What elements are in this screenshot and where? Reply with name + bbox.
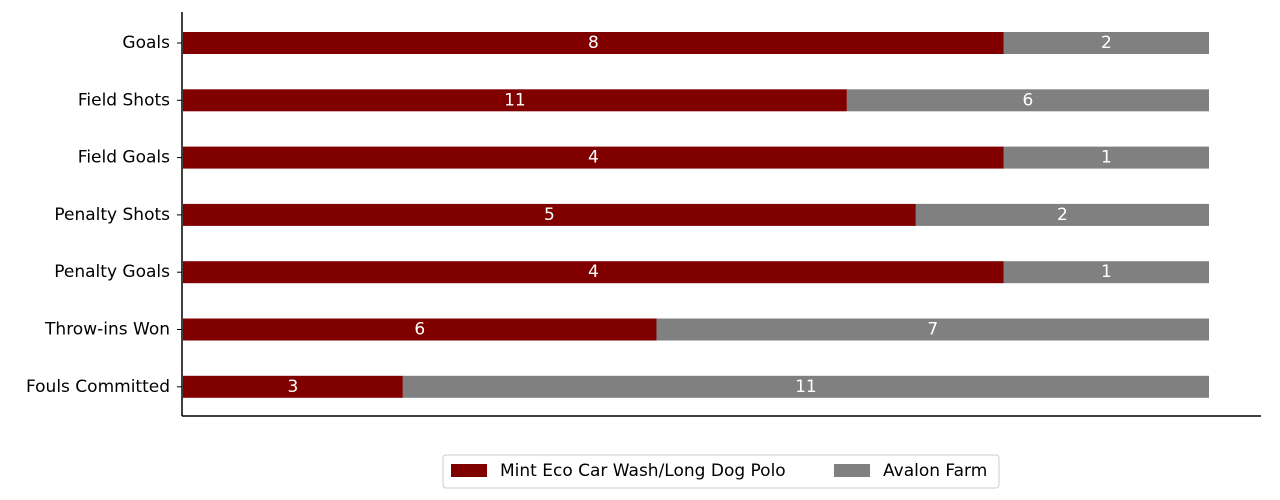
bars-layer: 8 2 11 6 4 1 5 2 4 1 6 7 3 11 — [183, 32, 1209, 398]
bar-mint-eco-car-wash-long-dog-polo-goals — [183, 32, 1004, 54]
axes — [181, 12, 1261, 417]
category-labels: Goals Field Shots Field Goals Penalty Shots… — [26, 33, 182, 397]
bar-avalon-farm-penalty-shots — [915, 203, 1209, 226]
data-label-mint-eco-car-wash-long-dog-polo-fouls-committed: 3 — [288, 377, 299, 397]
bar-mint-eco-car-wash-long-dog-polo-fouls-committed — [183, 375, 403, 398]
bar-mint-eco-car-wash-long-dog-polo-throw-ins-won — [183, 318, 657, 341]
legend: Mint Eco Car Wash/Long Dog Polo Avalon Fa… — [442, 454, 1000, 489]
bar-avalon-farm-fouls-committed — [402, 375, 1209, 398]
data-label-avalon-farm-field-goals: 1 — [1101, 148, 1112, 168]
bar-mint-eco-car-wash-long-dog-polo-penalty-goals — [183, 261, 1004, 284]
data-label-mint-eco-car-wash-long-dog-polo-throw-ins-won: 6 — [414, 320, 425, 340]
data-label-avalon-farm-throw-ins-won: 7 — [927, 320, 938, 340]
legend-label-avalon-farm: Avalon Farm — [883, 461, 987, 481]
data-label-avalon-farm-fouls-committed: 11 — [795, 377, 817, 397]
data-label-avalon-farm-goals: 2 — [1101, 33, 1112, 53]
legend-label-mint-eco-car-wash-long-dog-polo: Mint Eco Car Wash/Long Dog Polo — [500, 461, 786, 481]
data-label-avalon-farm-penalty-goals: 1 — [1101, 262, 1112, 282]
bar-mint-eco-car-wash-long-dog-polo-field-goals — [183, 146, 1004, 169]
category-label-goals: Goals — [122, 33, 170, 53]
data-label-mint-eco-car-wash-long-dog-polo-field-shots: 11 — [504, 90, 526, 110]
legend-swatch-mint-eco-car-wash-long-dog-polo — [451, 464, 487, 477]
data-label-mint-eco-car-wash-long-dog-polo-field-goals: 4 — [588, 148, 599, 168]
category-label-field-shots: Field Shots — [78, 90, 170, 110]
bar-avalon-farm-goals — [1003, 32, 1209, 54]
category-label-fouls-committed: Fouls Committed — [26, 377, 170, 397]
data-label-avalon-farm-field-shots: 6 — [1023, 90, 1034, 110]
category-label-throw-ins-won: Throw-ins Won — [44, 320, 170, 340]
bar-avalon-farm-throw-ins-won — [656, 318, 1209, 341]
bar-avalon-farm-field-goals — [1003, 146, 1209, 169]
data-label-mint-eco-car-wash-long-dog-polo-goals: 8 — [588, 33, 599, 53]
bar-mint-eco-car-wash-long-dog-polo-field-shots — [183, 89, 847, 112]
data-label-mint-eco-car-wash-long-dog-polo-penalty-goals: 4 — [588, 262, 599, 282]
bar-avalon-farm-field-shots — [846, 89, 1209, 112]
category-label-field-goals: Field Goals — [78, 148, 170, 168]
bar-mint-eco-car-wash-long-dog-polo-penalty-shots — [183, 203, 916, 226]
legend-frame — [442, 454, 1000, 489]
category-label-penalty-shots: Penalty Shots — [54, 205, 170, 225]
legend-swatch-avalon-farm — [834, 464, 870, 477]
data-label-avalon-farm-penalty-shots: 2 — [1057, 205, 1068, 225]
bar-avalon-farm-penalty-goals — [1003, 261, 1209, 284]
data-label-mint-eco-car-wash-long-dog-polo-penalty-shots: 5 — [544, 205, 555, 225]
category-label-penalty-goals: Penalty Goals — [54, 262, 170, 282]
